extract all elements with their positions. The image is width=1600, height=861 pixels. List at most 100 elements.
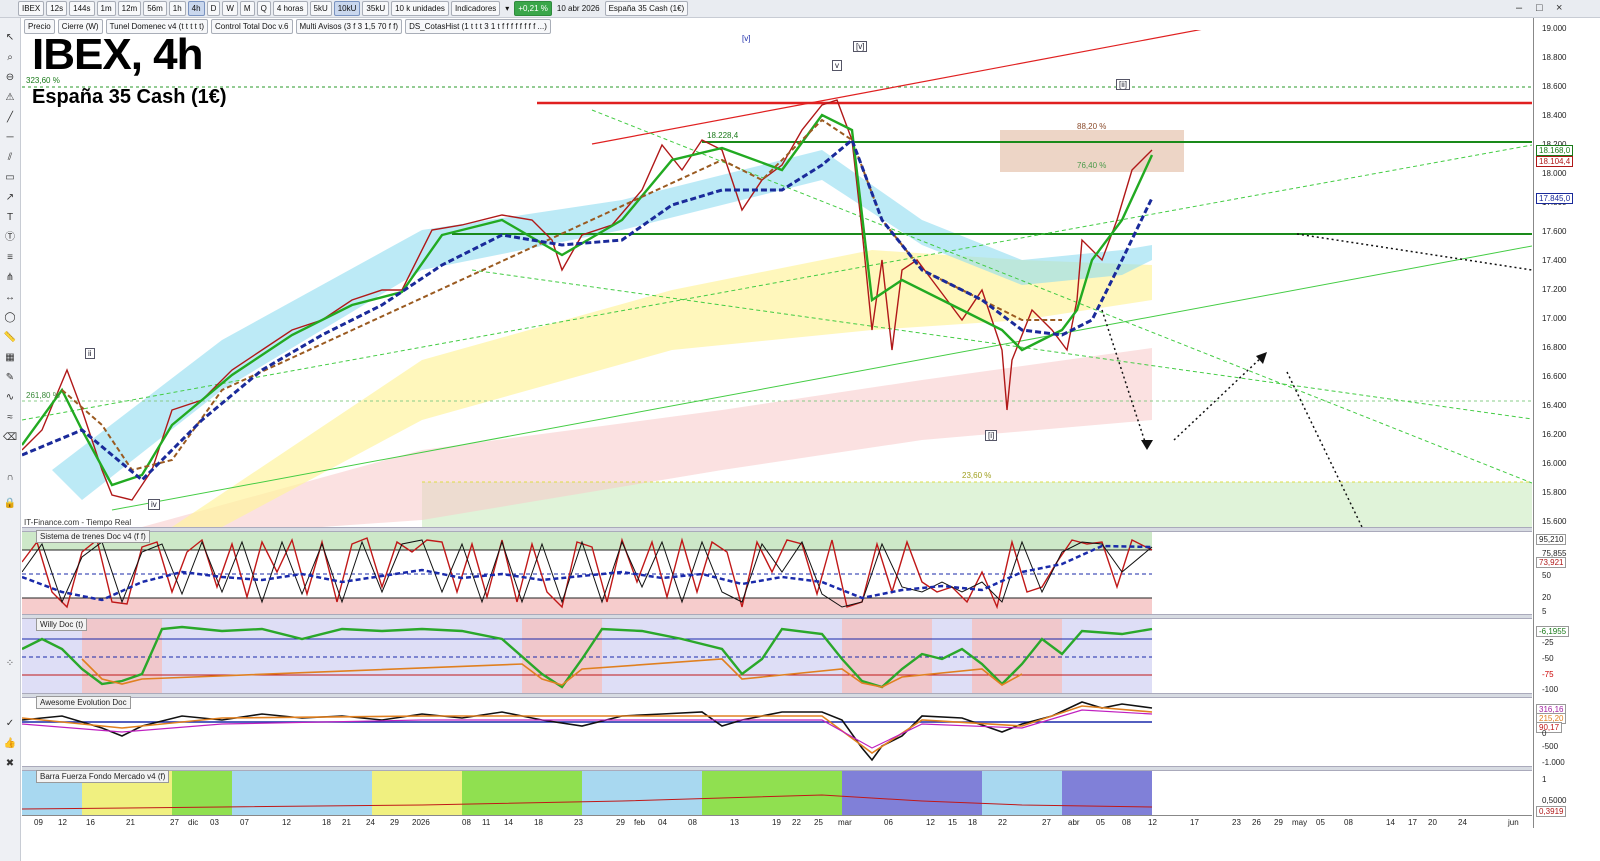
legend-chip[interactable]: DS_CotasHist (1 t t t 3 1 t f f f f f f … — [405, 19, 551, 34]
measure-tool-icon[interactable]: ↔ — [5, 292, 15, 303]
trenes-blue — [22, 544, 1153, 602]
symbol-selector[interactable]: IBEX — [18, 1, 45, 16]
pane-title[interactable]: Barra Fuerza Fondo Mercado v4 (f) — [36, 770, 170, 783]
bars-5kU[interactable]: 5kU — [309, 1, 332, 16]
dots-tool-icon[interactable]: ⁘ — [5, 658, 15, 669]
wave-label[interactable]: iv — [148, 499, 160, 510]
pane-title[interactable]: Willy Doc (t) — [36, 618, 88, 631]
lock-tool-icon[interactable]: 🔒 — [3, 498, 17, 509]
text-box-tool-icon[interactable]: Ⓣ — [5, 232, 15, 243]
barra-pane[interactable] — [22, 771, 1532, 815]
timeframe-1m[interactable]: 1m — [96, 1, 116, 16]
pen-tool-icon[interactable]: ✎ — [5, 372, 15, 383]
wave-label[interactable]: ii — [85, 348, 95, 359]
trenes-pane[interactable] — [22, 532, 1532, 614]
time-tick: 26 — [1252, 818, 1261, 827]
channel-tool-icon[interactable]: ⫽ — [7, 152, 13, 163]
timeframe-1h[interactable]: 1h — [168, 1, 186, 16]
pane-divider[interactable] — [22, 766, 1532, 771]
indicators-button[interactable]: Indicadores — [450, 1, 501, 16]
wave-label[interactable]: v — [832, 60, 842, 71]
barra-line — [22, 794, 1153, 810]
close-icon[interactable]: × — [1556, 2, 1563, 14]
chevron-down-icon[interactable]: ▾ — [505, 4, 510, 13]
pane-divider[interactable] — [22, 614, 1532, 619]
timeframe-D[interactable]: D — [206, 1, 221, 16]
awesome-pane[interactable] — [22, 698, 1532, 766]
maximize-icon[interactable]: □ — [1536, 2, 1543, 14]
timeframe-56m[interactable]: 56m — [143, 1, 167, 16]
timeframe-W[interactable]: W — [222, 1, 238, 16]
legend-chip[interactable]: Precio — [24, 19, 55, 34]
timeframe-12m[interactable]: 12m — [117, 1, 142, 16]
time-tick: 27 — [1042, 818, 1051, 827]
pane-divider[interactable] — [22, 527, 1532, 532]
rect-tool-icon[interactable]: ▭ — [5, 172, 15, 183]
pane1-scale: 73,921 — [1536, 557, 1567, 568]
ellipse-tool-icon[interactable]: ◯ — [4, 312, 16, 323]
text-tool-icon[interactable]: T — [6, 212, 14, 223]
time-tick: 23 — [574, 818, 583, 827]
ruler-tool-icon[interactable]: 📏 — [3, 332, 17, 343]
alert-icon[interactable]: ⚠ — [5, 92, 15, 103]
pane-title[interactable]: Awesome Evolution Doc — [36, 696, 131, 709]
bars-35kU[interactable]: 35kU — [362, 1, 390, 16]
thumb-up-icon[interactable]: 👍 — [3, 738, 17, 749]
cursor-icon[interactable]: ↖ — [5, 32, 15, 43]
time-tick: 23 — [1232, 818, 1241, 827]
line-tool-icon[interactable]: ╱ — [6, 112, 14, 123]
time-tick: 09 — [34, 818, 43, 827]
curve-tool-icon[interactable]: ∿ — [5, 392, 15, 403]
delete-icon[interactable]: ✖ — [5, 758, 15, 769]
price-tick: 16.200 — [1542, 430, 1567, 439]
magnet-tool-icon[interactable]: ∩ — [6, 472, 14, 483]
wave-label[interactable]: [v] — [740, 34, 753, 43]
wave-label[interactable]: [v] — [853, 41, 868, 52]
zoom-out-icon[interactable]: ⊖ — [5, 72, 15, 83]
pitchfork-tool-icon[interactable]: ⋔ — [5, 272, 15, 283]
timeframe-12s[interactable]: 12s — [46, 1, 68, 16]
chart-title: IBEX, 4h — [32, 30, 203, 79]
hline-tool-icon[interactable]: ─ — [6, 132, 14, 143]
fib-label-323: 323,60 % — [26, 76, 60, 85]
zoom-icon[interactable]: ⌕ — [7, 52, 13, 63]
pane-divider[interactable] — [22, 693, 1532, 698]
timeframe-144s[interactable]: 144s — [69, 1, 95, 16]
legend-chip[interactable]: Tunel Domenec v4 (t t t t t) — [105, 19, 208, 34]
bars-10kU[interactable]: 10kU — [333, 1, 361, 16]
willy-orange — [81, 658, 1023, 688]
minimize-icon[interactable]: – — [1516, 2, 1523, 14]
green-dashed-3 — [471, 269, 1532, 420]
period-dropdown[interactable]: 4 horas — [272, 1, 308, 16]
time-tick: 12 — [282, 818, 291, 827]
grid-tool-icon[interactable]: ▦ — [5, 352, 15, 363]
time-tick: 17 — [1190, 818, 1199, 827]
arrow-head-icon — [1141, 440, 1153, 450]
check-icon[interactable]: ✓ — [5, 718, 15, 729]
legend-chip[interactable]: Control Total Doc v.6 — [210, 19, 293, 34]
price-scale[interactable]: 19.000 18.800 18.600 18.400 18.200 18.00… — [1533, 18, 1600, 828]
wave-label[interactable]: [ii] — [1116, 79, 1130, 90]
time-tick: 29 — [616, 818, 625, 827]
wave-tool-icon[interactable]: ≈ — [7, 412, 13, 423]
timeframe-4h[interactable]: 4h — [187, 1, 205, 16]
timeframe-M[interactable]: M — [239, 1, 255, 16]
price-tick: 16.000 — [1542, 459, 1567, 468]
eraser-tool-icon[interactable]: ⌫ — [3, 432, 18, 443]
time-axis[interactable]: 09 12 16 21 27 dic 03 07 12 18 21 24 29 … — [22, 815, 1532, 830]
units-dropdown[interactable]: 10 k unidades — [391, 1, 449, 16]
price-tick: 17.600 — [1542, 227, 1567, 236]
willy-red-zone — [842, 619, 932, 693]
brown-ma — [61, 118, 1062, 472]
legend-chip[interactable]: Multi Avisos (3 f 3 1,5 70 f f) — [295, 19, 403, 34]
legend-chip[interactable]: Cierre (W) — [57, 19, 103, 34]
timeframe-Q[interactable]: Q — [256, 1, 271, 16]
time-tick: 20 — [1428, 818, 1437, 827]
price-chart[interactable]: 323,60 % 261,80 % 88,20 % 76,40 % 23,60 … — [22, 30, 1532, 527]
bar-zone — [372, 771, 462, 815]
wave-label[interactable]: [i] — [985, 430, 998, 441]
fib-tool-icon[interactable]: ≡ — [7, 252, 13, 263]
pane-title[interactable]: Sistema de trenes Doc v4 (f f) — [36, 530, 150, 543]
arrow-tool-icon[interactable]: ↗ — [5, 192, 15, 203]
willy-pane[interactable] — [22, 619, 1532, 693]
